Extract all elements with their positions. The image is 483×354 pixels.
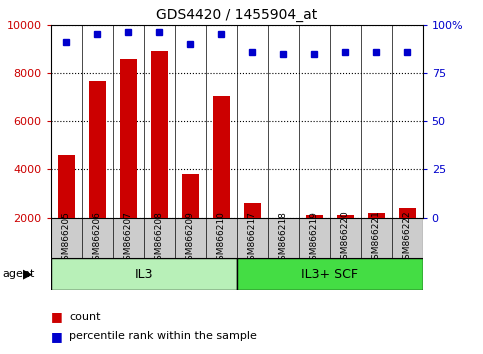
- Bar: [237, 258, 423, 290]
- Text: GSM866206: GSM866206: [93, 211, 102, 266]
- Text: GSM866209: GSM866209: [185, 211, 195, 266]
- Text: count: count: [69, 312, 100, 322]
- Text: GSM866210: GSM866210: [217, 211, 226, 266]
- Text: GSM866222: GSM866222: [403, 211, 412, 266]
- Bar: [57, 155, 75, 218]
- Bar: [337, 215, 354, 218]
- Bar: [398, 208, 416, 218]
- Text: GSM866221: GSM866221: [371, 211, 381, 266]
- Text: GSM866218: GSM866218: [279, 211, 288, 266]
- Bar: [275, 218, 292, 241]
- Bar: [151, 51, 168, 218]
- Text: GSM866208: GSM866208: [155, 211, 164, 266]
- Bar: [120, 58, 137, 218]
- Text: IL3+ SCF: IL3+ SCF: [301, 268, 358, 281]
- Bar: [368, 213, 384, 218]
- Bar: [213, 96, 230, 218]
- Bar: [51, 258, 237, 290]
- Bar: [182, 174, 199, 218]
- Text: ▶: ▶: [23, 268, 33, 281]
- Bar: [89, 81, 106, 218]
- Title: GDS4420 / 1455904_at: GDS4420 / 1455904_at: [156, 8, 317, 22]
- Text: ■: ■: [51, 330, 62, 343]
- Text: GSM866219: GSM866219: [310, 211, 319, 266]
- Text: agent: agent: [2, 269, 35, 279]
- Text: GSM866220: GSM866220: [341, 211, 350, 266]
- Bar: [306, 215, 323, 218]
- Text: GSM866217: GSM866217: [248, 211, 256, 266]
- Text: ■: ■: [51, 310, 62, 323]
- Text: IL3: IL3: [134, 268, 153, 281]
- Text: percentile rank within the sample: percentile rank within the sample: [69, 331, 257, 341]
- Text: GSM866205: GSM866205: [62, 211, 71, 266]
- Text: GSM866207: GSM866207: [124, 211, 133, 266]
- Bar: [243, 203, 261, 218]
